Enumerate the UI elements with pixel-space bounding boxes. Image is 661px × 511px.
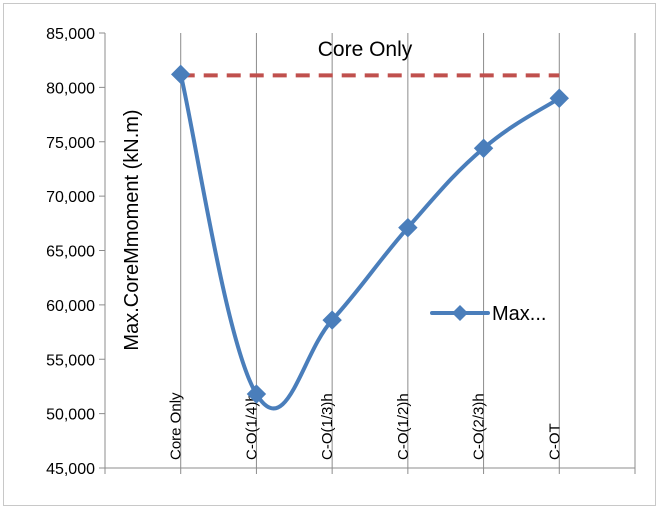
data-point-marker	[473, 138, 494, 158]
y-tick-label: 60,000	[46, 298, 95, 315]
chart-frame	[3, 3, 656, 506]
x-tick-label: C-O(1/4)h	[243, 393, 260, 460]
y-axis-label: Max.CoreMmoment (kN.m)	[121, 109, 143, 350]
x-tick-label: C-O(1/3)h	[319, 393, 336, 460]
y-axis-ticks: 45,000 50,000 55,000 60,000 65,000 70,000 75,0…	[46, 26, 105, 478]
series-markers	[171, 64, 569, 404]
y-tick-label: 55,000	[46, 352, 95, 369]
y-tick-label: 75,000	[46, 135, 95, 152]
x-tick-label: Core Only	[168, 392, 185, 460]
data-point-marker	[171, 64, 191, 85]
x-tick-label: C-O(1/2)h	[395, 393, 412, 460]
legend: Max...	[430, 303, 546, 325]
x-tick-label: C-O(2/3)h	[471, 393, 488, 460]
x-axis-category-labels: Core Only C-O(1/4)h C-O(1/3)h C-O(1/2)h C-O(…	[168, 392, 564, 460]
data-point-marker	[549, 88, 569, 108]
legend-entry-label: Max...	[492, 303, 546, 325]
y-tick-label: 80,000	[46, 80, 95, 97]
y-tick-label: 65,000	[46, 244, 95, 261]
data-point-marker	[322, 310, 342, 330]
data-point-marker	[398, 217, 418, 238]
y-tick-label: 45,000	[46, 461, 95, 478]
series-lines	[178, 73, 561, 411]
series-line	[178, 73, 561, 411]
y-tick-label: 85,000	[46, 26, 95, 43]
y-tick-label: 50,000	[46, 407, 95, 424]
legend-marker	[452, 305, 468, 321]
data-point-marker	[246, 384, 267, 404]
reference-line-annotation: Core Only	[318, 38, 413, 61]
x-tick-label: C-OT	[546, 423, 563, 460]
y-tick-label: 70,000	[46, 189, 95, 206]
